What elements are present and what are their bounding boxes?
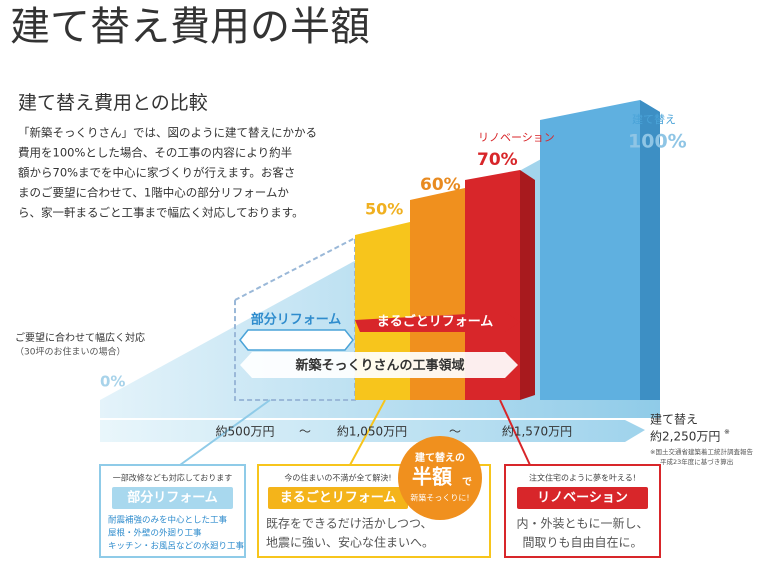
whole-label: まるごとリフォーム bbox=[377, 314, 494, 330]
side-note: （30坪のお住まいの場合） bbox=[15, 346, 125, 358]
rebuild-block bbox=[540, 100, 660, 400]
circle-text: 半額 bbox=[412, 465, 452, 489]
level: 50% bbox=[365, 200, 403, 219]
partial-arrow bbox=[239, 329, 354, 351]
card-badge bbox=[517, 487, 648, 509]
card-badge bbox=[268, 487, 408, 509]
circle-text: で bbox=[462, 476, 472, 488]
partial-label: 部分リフォーム bbox=[251, 312, 342, 328]
intro: 「新築そっくりさん」では、図のように建て替えにかかる費用を100%とした場合、そ… bbox=[18, 126, 317, 220]
connector bbox=[499, 399, 531, 466]
rebuild-label: 建て替え bbox=[632, 112, 676, 126]
card-line: キッチン・お風呂などの水廻り工事 bbox=[108, 541, 245, 552]
card-lead: 注文住宅のように夢を叶える! bbox=[529, 473, 636, 483]
title: 建て替え費用の半額 bbox=[10, 4, 370, 50]
cards: 一部改修なども対応しております部分リフォーム耐震補強のみを中心とした工事屋根・外… bbox=[99, 464, 661, 558]
card-badge-text: 部分リフォーム bbox=[127, 490, 218, 506]
costs: 約500万円 ～ 約1,050万円 ～ 約1,570万円 bbox=[216, 424, 573, 439]
card-lead: 一部改修なども対応しております bbox=[113, 473, 233, 483]
intro-line: 額から70%までを中心に家づくりが行えます。お客さ bbox=[18, 166, 295, 180]
card-line: 屋根・外壁の外廻り工事 bbox=[108, 528, 202, 539]
intro-line: ら、家一軒まるごと工事まで幅広く対応しております。 bbox=[18, 206, 304, 220]
card-badge-text: まるごとリフォーム bbox=[280, 490, 397, 506]
cost: ～ bbox=[449, 425, 461, 439]
card-line: 間取りも自由自在に。 bbox=[522, 536, 642, 550]
card-badge-text: リノベーション bbox=[537, 491, 628, 506]
level: 100% bbox=[628, 131, 687, 153]
cost: 約1,050万円 bbox=[337, 424, 407, 439]
badge-circle bbox=[398, 436, 482, 520]
intro-line: まのご要望に合わせて、1階中心の部分リフォームか bbox=[18, 186, 289, 200]
cost: 約1,570万円 bbox=[502, 424, 572, 439]
subtitle: 建て替え費用との比較 bbox=[18, 92, 208, 114]
side-note: ご要望に合わせて幅広く対応 bbox=[15, 331, 145, 344]
connector bbox=[349, 399, 386, 466]
card-line: 既存をできるだけ活かしつつ、 bbox=[266, 517, 433, 531]
card-lead: 今の住まいの不満が全て解決! bbox=[284, 473, 391, 483]
card bbox=[99, 464, 246, 558]
cost: ～ bbox=[299, 425, 311, 439]
circle-text: 建て替えの bbox=[414, 451, 465, 464]
scope-arrow bbox=[240, 352, 518, 378]
level: 70% bbox=[477, 150, 518, 170]
level: 0% bbox=[100, 373, 125, 391]
card-line: 耐震補強のみを中心とした工事 bbox=[108, 515, 228, 526]
block-70 bbox=[465, 170, 520, 400]
cost: 約500万円 bbox=[216, 424, 275, 439]
block-70-side bbox=[520, 170, 535, 400]
source: ※国土交通省建築着工統計調査報告 bbox=[650, 447, 753, 456]
circle-text: 新築そっくりに! bbox=[410, 493, 469, 503]
scope-label: 新築そっくりさんの工事領域 bbox=[295, 358, 464, 374]
block-60 bbox=[410, 188, 465, 400]
footnote-mark: ※ bbox=[724, 428, 730, 436]
card bbox=[504, 464, 661, 558]
connector bbox=[179, 399, 271, 466]
rebuild-side bbox=[640, 100, 660, 400]
card-badge bbox=[112, 487, 233, 509]
intro-line: 「新築そっくりさん」では、図のように建て替えにかかる bbox=[18, 126, 317, 140]
card-line: 地震に強い、安心な住まいへ。 bbox=[266, 535, 434, 550]
source: 平成23年度に基づき算出 bbox=[660, 457, 733, 466]
card-line: 内・外装ともに一新し、 bbox=[516, 516, 648, 531]
renovation-label: リノベーション bbox=[478, 131, 555, 144]
rebuild-cost: 約2,250万円 bbox=[650, 429, 720, 444]
whole-band bbox=[355, 312, 520, 332]
rebuild-cost: 建て替え bbox=[650, 413, 698, 427]
level: 60% bbox=[420, 175, 461, 195]
intro-line: 費用を100%とした場合、その工事の内容により約半 bbox=[18, 146, 292, 160]
